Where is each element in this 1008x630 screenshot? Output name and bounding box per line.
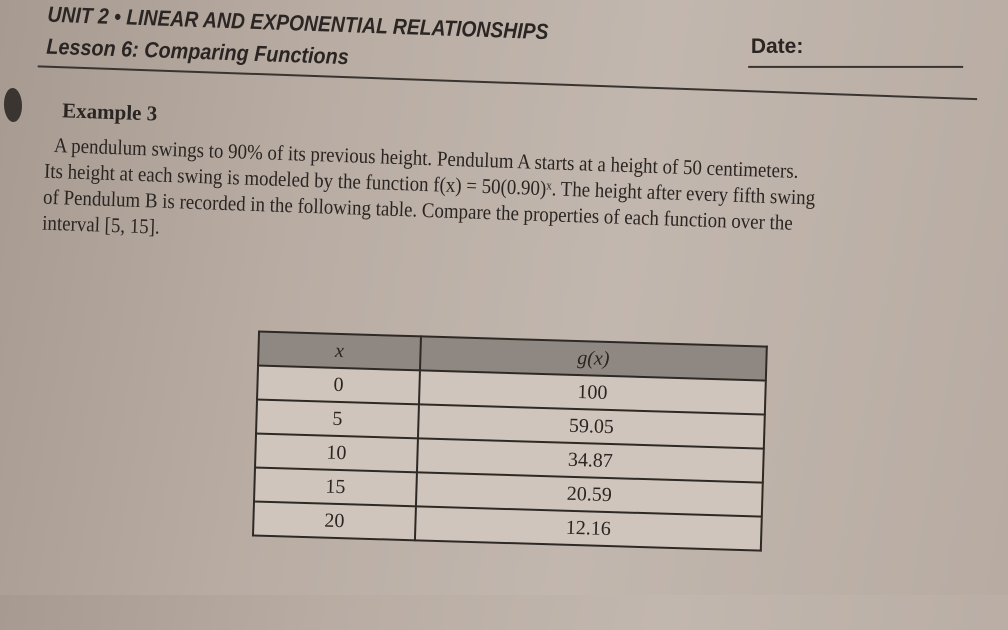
date-label: Date: bbox=[750, 35, 804, 59]
cell-x: 0 bbox=[257, 365, 420, 405]
header-x: x bbox=[258, 331, 421, 371]
cell-x: 5 bbox=[256, 399, 419, 439]
lesson-title: Lesson 6: Comparing Functions bbox=[45, 33, 350, 70]
header-divider bbox=[37, 65, 978, 101]
example-text: A pendulum swings to 90% of its previous… bbox=[42, 132, 882, 265]
cell-x: 20 bbox=[253, 501, 416, 541]
date-line bbox=[748, 65, 964, 68]
pendulum-b-table: x g(x) 0 100 5 59.05 10 34.87 15 20.59 20 12.… bbox=[252, 331, 768, 552]
example-heading: Example 3 bbox=[61, 98, 158, 126]
cell-x: 10 bbox=[255, 433, 418, 473]
cell-x: 15 bbox=[254, 467, 417, 507]
